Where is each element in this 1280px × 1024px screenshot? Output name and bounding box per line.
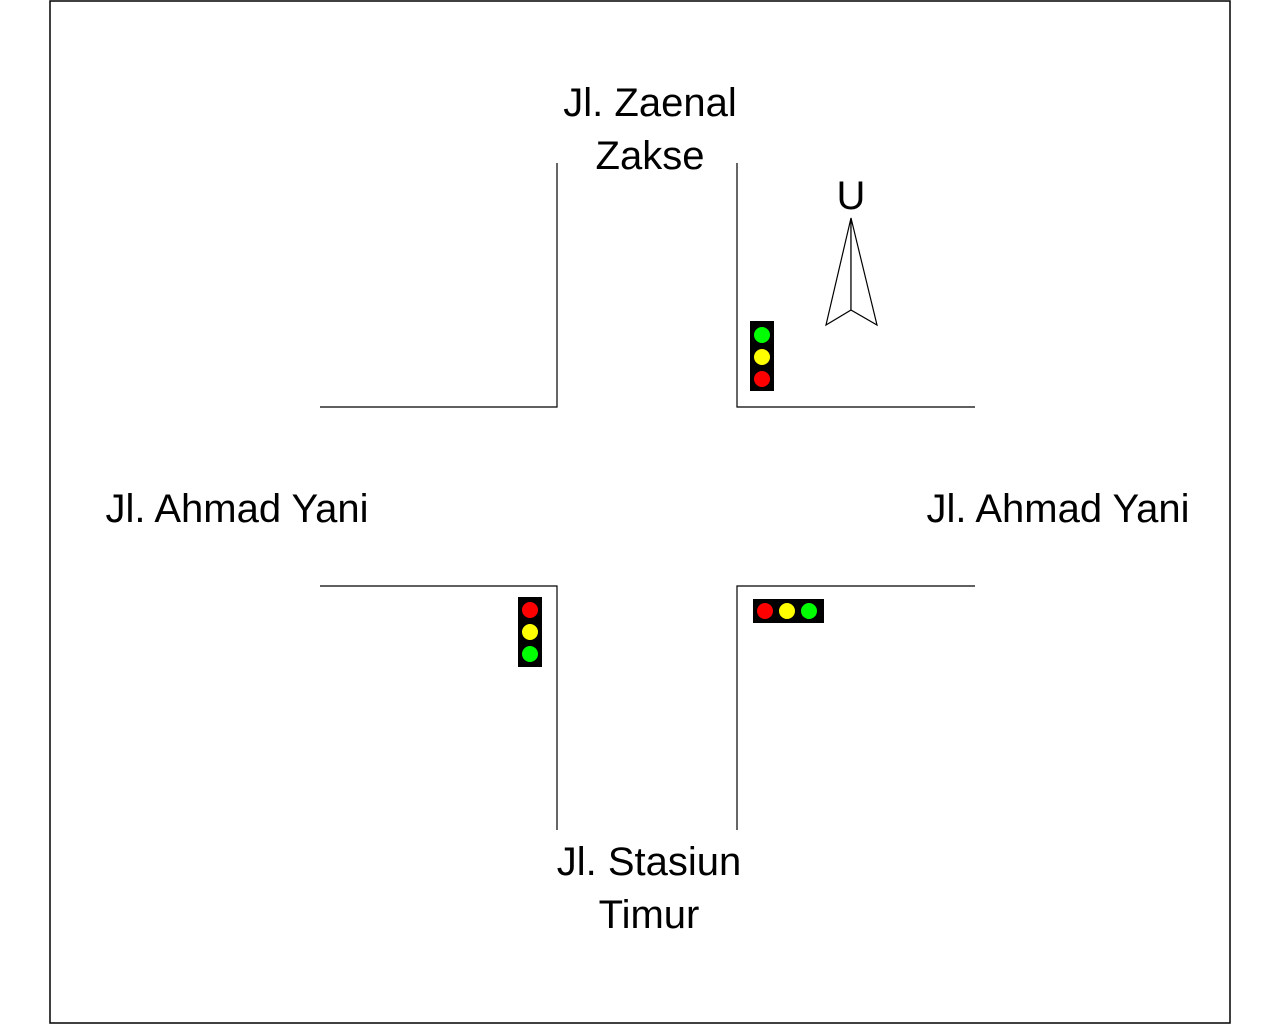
- road-label-north-line2: Zakse: [596, 134, 705, 178]
- road-label-south-line2: Timur: [599, 893, 700, 937]
- traffic-light-southwest: [518, 597, 542, 667]
- lamp-yellow: [753, 348, 771, 366]
- north-arrow-icon: [825, 217, 878, 327]
- north-label: U: [837, 174, 866, 218]
- north-arrow: U: [825, 174, 878, 327]
- road-edge-northwest: [320, 163, 558, 408]
- road-edges: [320, 163, 975, 830]
- road-edge-northeast: [736, 163, 975, 408]
- road-label-south-line1: Jl. Stasiun: [557, 840, 742, 884]
- lamp-red: [756, 602, 774, 620]
- traffic-light-northeast: [750, 321, 774, 391]
- road-label-west: Jl. Ahmad Yani: [105, 487, 368, 531]
- road-edge-southeast: [736, 585, 975, 830]
- lamp-red: [753, 370, 771, 388]
- road-edge-southwest: [320, 585, 558, 830]
- traffic-light-southeast: [753, 599, 824, 623]
- road-label-north-line1: Jl. Zaenal: [563, 81, 736, 125]
- lamp-yellow: [778, 602, 796, 620]
- lamp-red: [521, 601, 539, 619]
- lamp-green: [800, 602, 818, 620]
- lamp-green: [753, 326, 771, 344]
- road-label-east: Jl. Ahmad Yani: [926, 487, 1189, 531]
- map-frame: [49, 0, 1231, 1024]
- lamp-yellow: [521, 623, 539, 641]
- lamp-green: [521, 645, 539, 663]
